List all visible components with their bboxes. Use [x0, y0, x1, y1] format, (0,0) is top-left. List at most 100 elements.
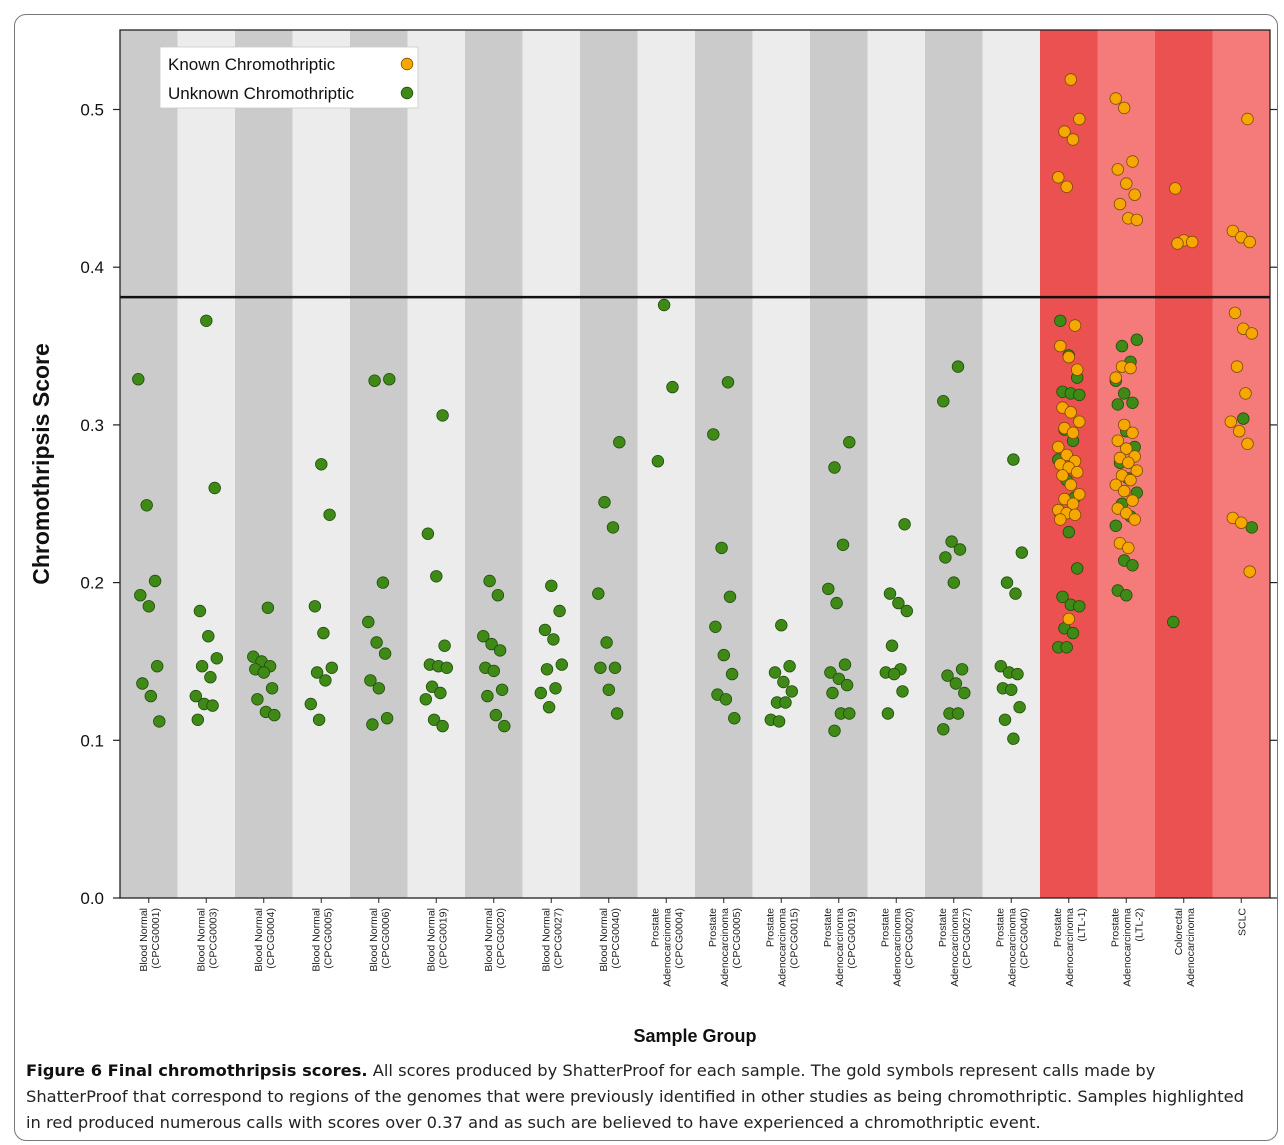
- point-known: [1064, 478, 1078, 492]
- point-unknown: [489, 708, 503, 722]
- sample-band: [580, 30, 638, 898]
- point-unknown: [725, 667, 739, 681]
- point-unknown: [598, 496, 611, 509]
- point-unknown: [900, 604, 914, 618]
- x-category-label: Prostate: [707, 908, 719, 947]
- point-unknown: [315, 458, 328, 471]
- point-unknown: [1245, 521, 1259, 534]
- data-points: [132, 73, 1259, 745]
- point-unknown: [419, 693, 433, 706]
- point-unknown: [136, 677, 149, 690]
- caption-lead: Figure 6 Final chromothripsis scores.: [26, 1061, 368, 1080]
- point-unknown: [772, 715, 786, 728]
- point-unknown: [483, 574, 496, 588]
- sample-band: [1212, 30, 1271, 898]
- point-unknown: [362, 615, 375, 629]
- point-unknown: [312, 713, 326, 727]
- x-axis-labels: Blood Normal (CPCG0001) Blood Normal (CPCG0…: [138, 898, 1248, 987]
- point-known: [1066, 426, 1080, 440]
- x-axis-title: Sample Group: [633, 1026, 756, 1046]
- point-unknown: [898, 518, 911, 531]
- point-unknown: [941, 669, 954, 682]
- point-unknown: [951, 707, 965, 720]
- point-unknown: [602, 683, 616, 697]
- sample-band: [407, 30, 466, 898]
- x-category-label: Adenocarcinoma: [719, 908, 731, 987]
- sample-band: [867, 30, 926, 898]
- point-unknown: [555, 658, 569, 671]
- point-unknown: [1126, 559, 1139, 572]
- point-known: [1073, 415, 1086, 428]
- point-unknown: [1115, 339, 1129, 353]
- point-unknown: [998, 713, 1012, 727]
- point-unknown: [838, 658, 852, 671]
- x-category-label: (CPCG0005): [731, 908, 743, 969]
- chromothripsis-chart: 0.00.10.20.30.40.5 Blood Normal (CPCG0001…: [28, 29, 1277, 1046]
- x-category-label: Prostate: [879, 908, 891, 947]
- point-known: [1109, 371, 1123, 384]
- x-category-label: Prostate: [822, 908, 834, 947]
- point-unknown: [836, 538, 850, 552]
- point-unknown: [592, 587, 605, 600]
- point-unknown: [830, 596, 843, 610]
- point-known: [1111, 434, 1125, 447]
- point-unknown: [783, 660, 796, 673]
- point-unknown: [310, 666, 324, 679]
- point-unknown: [826, 686, 839, 700]
- point-known: [1060, 448, 1073, 462]
- point-known: [1062, 350, 1076, 364]
- point-known: [1113, 197, 1127, 211]
- x-category-label: Adenocarcinoma: [834, 908, 846, 987]
- point-unknown: [1054, 314, 1067, 328]
- point-unknown: [651, 455, 665, 468]
- point-unknown: [319, 674, 332, 687]
- point-known: [1232, 425, 1246, 438]
- plot-border: [119, 29, 1271, 899]
- point-known: [1241, 112, 1254, 126]
- point-known: [1117, 484, 1131, 498]
- legend-box: [159, 46, 419, 109]
- point-unknown: [843, 436, 856, 449]
- point-known: [1054, 339, 1067, 353]
- point-unknown: [438, 639, 451, 652]
- point-unknown: [308, 600, 322, 613]
- x-category-label: (CPCG0020): [495, 908, 507, 969]
- point-known: [1073, 488, 1086, 501]
- point-unknown: [723, 590, 737, 604]
- point-known: [1169, 182, 1182, 195]
- x-category-label: (CPCG0027): [961, 908, 973, 969]
- point-unknown: [1070, 562, 1084, 575]
- x-category-label: (CPCG0020): [903, 908, 915, 969]
- y-tick-label: 0.3: [80, 416, 104, 435]
- point-known: [1054, 513, 1067, 526]
- point-known: [1056, 469, 1069, 482]
- point-unknown: [777, 675, 790, 689]
- point-known: [1128, 513, 1141, 526]
- point-unknown: [1005, 683, 1018, 697]
- point-unknown: [153, 715, 166, 728]
- legend-marker-unknown: [400, 86, 414, 100]
- point-unknown: [542, 701, 556, 714]
- sample-band: [752, 30, 811, 898]
- sample-band: [235, 30, 293, 898]
- point-known: [1185, 235, 1199, 249]
- legend: Known Chromothriptic Unknown Chromothrip…: [159, 46, 419, 109]
- point-known: [1052, 171, 1065, 184]
- point-unknown: [481, 689, 494, 703]
- sample-band: [637, 30, 696, 898]
- point-unknown: [1130, 333, 1144, 346]
- point-unknown: [534, 686, 548, 700]
- point-unknown: [430, 570, 443, 583]
- x-category-label: Blood Normal: [483, 908, 495, 972]
- point-unknown: [144, 689, 158, 703]
- point-unknown: [440, 661, 454, 675]
- x-category-label: (CPCG0004): [673, 908, 685, 969]
- point-unknown: [366, 718, 379, 731]
- x-category-label: Blood Normal: [195, 908, 207, 972]
- point-unknown: [610, 707, 624, 720]
- y-tick-label: 0.5: [80, 101, 104, 120]
- point-unknown: [1237, 412, 1250, 425]
- x-category-label: (CPCG0019): [437, 908, 449, 969]
- x-category-label: (LTL-2): [1133, 908, 1145, 942]
- x-category-label: (CPCG0040): [610, 908, 622, 969]
